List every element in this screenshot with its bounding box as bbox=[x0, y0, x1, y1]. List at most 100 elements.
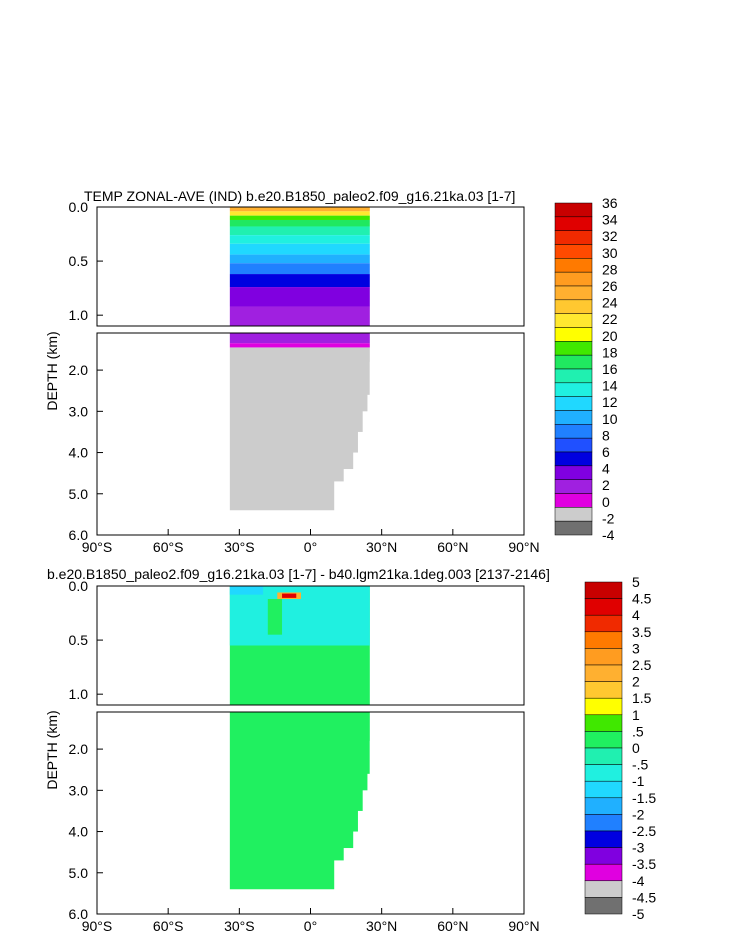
colorbar-label: 26 bbox=[602, 278, 618, 294]
colorbar-swatch bbox=[554, 465, 593, 480]
y-axis-label: DEPTH (km) bbox=[44, 331, 60, 410]
contour-band bbox=[229, 219, 370, 227]
upper-panel-frame bbox=[96, 585, 525, 706]
colorbar-label: 8 bbox=[602, 427, 610, 443]
colorbar-label: 2 bbox=[632, 674, 640, 690]
colorbar-label: -3.5 bbox=[632, 856, 656, 872]
y-tick-label: 3.0 bbox=[69, 782, 89, 798]
colorbar-swatch bbox=[584, 598, 623, 616]
x-tick-label: 90°S bbox=[82, 539, 113, 555]
colorbar-swatch bbox=[554, 327, 593, 342]
colorbar: 54.543.532.521.51.50-.5-1-1.5-2-2.5-3-3.… bbox=[584, 574, 656, 922]
colorbar-label: 32 bbox=[602, 228, 618, 244]
colorbar-label: -2 bbox=[632, 806, 645, 822]
y-tick-label: 1.0 bbox=[69, 307, 89, 323]
colorbar-label: -1 bbox=[632, 773, 645, 789]
colorbar-label: 4 bbox=[602, 461, 610, 477]
x-tick-label: 30°S bbox=[224, 918, 255, 934]
colorbar-swatch bbox=[584, 581, 623, 599]
colorbar-label: -2 bbox=[602, 510, 615, 526]
temperature-zonal-average-plot: TEMP ZONAL-AVE (IND) b.e20.B1850_paleo2.… bbox=[44, 188, 618, 555]
x-tick-label: 90°S bbox=[82, 918, 113, 934]
contour-band bbox=[229, 235, 370, 244]
colorbar-label: -5 bbox=[632, 906, 645, 922]
colorbar-swatch bbox=[554, 244, 593, 259]
y-tick-label: 0.0 bbox=[69, 578, 89, 594]
x-tick-label: 60°S bbox=[153, 539, 184, 555]
y-tick-label: 1.0 bbox=[69, 686, 89, 702]
colorbar-swatch bbox=[584, 830, 623, 848]
colorbar-swatch bbox=[554, 424, 593, 439]
colorbar-swatch bbox=[584, 814, 623, 832]
bathymetry-mask bbox=[334, 481, 371, 535]
upper-panel-frame bbox=[96, 206, 525, 327]
colorbar-label: 4.5 bbox=[632, 591, 652, 607]
plot-area: 90°S 60°S 30°S 0° 30°N 60°N 90°N 0.0 0.5 1.0 2.0 3.… bbox=[69, 578, 540, 934]
y-tick-label: 0.5 bbox=[69, 253, 89, 269]
x-tick-label: 60°N bbox=[437, 918, 468, 934]
colorbar-swatch bbox=[584, 797, 623, 815]
contour-band bbox=[229, 211, 370, 216]
colorbar-swatch bbox=[584, 731, 623, 749]
colorbar-label: 22 bbox=[602, 311, 618, 327]
colorbar-swatch bbox=[554, 437, 593, 453]
colorbar-label: -3 bbox=[632, 840, 645, 856]
contour-band bbox=[229, 586, 264, 595]
colorbar-label: 2.5 bbox=[632, 657, 652, 673]
x-tick-label: 30°N bbox=[366, 918, 397, 934]
colorbar-label: -2.5 bbox=[632, 823, 656, 839]
colorbar-swatch bbox=[554, 230, 593, 245]
colorbar-swatch bbox=[584, 747, 623, 765]
colorbar-swatch bbox=[554, 451, 593, 467]
colorbar-swatch bbox=[584, 697, 623, 716]
contour-band bbox=[229, 226, 370, 236]
colorbar-label: 6 bbox=[602, 444, 610, 460]
contour-band bbox=[229, 306, 370, 326]
x-tick-label: 90°N bbox=[508, 539, 539, 555]
colorbar-label: -4.5 bbox=[632, 889, 656, 905]
y-tick-label: 3.0 bbox=[69, 403, 89, 419]
plot-area: 90°S 60°S 30°S 0° 30°N 60°N 90°N 0.0 0.5 1.0 2.0 3.… bbox=[69, 199, 540, 555]
colorbar-label: 0 bbox=[632, 740, 640, 756]
colorbar-swatch bbox=[584, 764, 623, 782]
colorbar-swatch bbox=[554, 216, 593, 231]
y-tick-label: 6.0 bbox=[69, 906, 89, 922]
y-tick-label: 4.0 bbox=[69, 824, 89, 840]
colorbar-label: 24 bbox=[602, 295, 618, 311]
colorbar-label: 3.5 bbox=[632, 624, 652, 640]
y-tick-label: 2.0 bbox=[69, 362, 89, 378]
x-tick-label: 90°N bbox=[508, 918, 539, 934]
y-tick-label: 5.0 bbox=[69, 865, 89, 881]
colorbar-swatch bbox=[554, 285, 593, 301]
colorbar-label: 2 bbox=[602, 477, 610, 493]
contour-band bbox=[229, 333, 370, 344]
colorbar-label: 4 bbox=[632, 607, 640, 623]
colorbar-label: 5 bbox=[632, 574, 640, 590]
y-tick-label: 5.0 bbox=[69, 486, 89, 502]
colorbar-swatch bbox=[584, 880, 623, 898]
colorbar-label: 34 bbox=[602, 212, 618, 228]
colorbar-swatch bbox=[554, 313, 593, 328]
colorbar-swatch bbox=[584, 664, 623, 682]
bathymetry-mask bbox=[334, 860, 371, 914]
y-axis-label: DEPTH (km) bbox=[44, 710, 60, 789]
chart-title: b.e20.B1850_paleo2.f09_g16.21ka.03 [1-7]… bbox=[47, 566, 550, 582]
colorbar-label: 28 bbox=[602, 261, 618, 277]
colorbar-label: .5 bbox=[632, 723, 644, 739]
colorbar-swatch bbox=[554, 202, 593, 218]
colorbar-swatch bbox=[554, 382, 593, 397]
x-tick-label: 60°S bbox=[153, 918, 184, 934]
chart-title: TEMP ZONAL-AVE (IND) b.e20.B1850_paleo2.… bbox=[84, 188, 515, 204]
colorbar-label: -.5 bbox=[632, 757, 649, 773]
colorbar-label: 10 bbox=[602, 411, 618, 427]
colorbar-label: -4 bbox=[632, 873, 645, 889]
y-tick-label: 4.0 bbox=[69, 445, 89, 461]
contour-band bbox=[229, 343, 370, 348]
contour-band bbox=[229, 287, 370, 307]
colorbar-swatch bbox=[554, 507, 593, 522]
colorbar-swatch bbox=[554, 299, 593, 314]
colorbar-swatch bbox=[554, 410, 593, 425]
colorbar-swatch bbox=[584, 614, 623, 633]
